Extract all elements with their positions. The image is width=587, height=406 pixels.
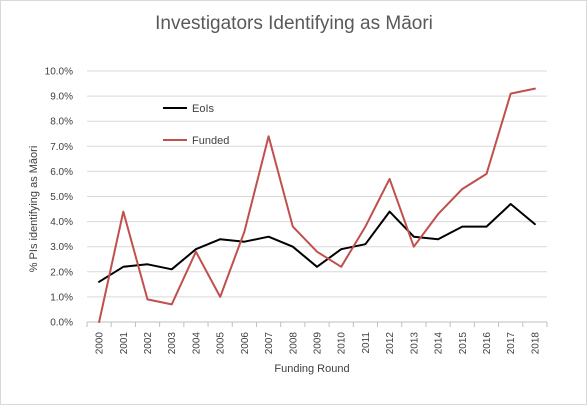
x-tick-label: 2014 <box>434 332 445 355</box>
x-tick-label: 2000 <box>95 332 106 355</box>
x-tick-label: 2007 <box>264 332 275 355</box>
x-tick-label: 2018 <box>530 332 541 355</box>
x-tick-label: 2013 <box>409 332 420 355</box>
x-tick-label: 2012 <box>385 332 396 355</box>
chart-title: Investigators Identifying as Māori <box>155 13 433 34</box>
y-axis-title: % PIs identifying as Māori <box>28 146 40 273</box>
y-tick-label: 9.0% <box>50 92 73 103</box>
x-tick-label: 2006 <box>240 332 251 355</box>
x-tick-label: 2009 <box>313 332 324 355</box>
series-line-funded <box>98 87 536 323</box>
x-tick-label: 2017 <box>506 332 517 355</box>
y-tick-label: 4.0% <box>50 217 73 228</box>
y-tick-label: 7.0% <box>50 142 73 153</box>
y-tick-label: 0.0% <box>50 318 73 329</box>
x-axis: 2000 2001 2002 2003 2004 2005 2006 2007 2008 2009… <box>86 321 548 355</box>
legend-label: EoIs <box>192 103 215 115</box>
series-line-eois <box>98 203 536 283</box>
y-tick-label: 10.0% <box>45 67 73 78</box>
x-tick-label: 2008 <box>288 332 299 355</box>
legend: EoIs Funded <box>163 103 229 147</box>
x-tick-label: 2015 <box>458 332 469 355</box>
x-tick-label: 2010 <box>337 332 348 355</box>
series-layer <box>98 87 536 323</box>
x-tick-label: 2004 <box>191 332 202 355</box>
x-tick-label: 2002 <box>143 332 154 355</box>
x-tick-label: 2005 <box>216 332 227 355</box>
y-tick-label: 5.0% <box>50 192 73 203</box>
x-tick-label: 2001 <box>119 332 130 355</box>
y-tick-label: 8.0% <box>50 117 73 128</box>
x-tick-label: 2011 <box>361 332 372 354</box>
grid-layer <box>87 70 547 323</box>
legend-label: Funded <box>192 135 229 147</box>
x-tick-label: 2003 <box>167 332 178 355</box>
y-tick-label: 1.0% <box>50 292 73 303</box>
x-tick-label: 2016 <box>482 332 493 355</box>
y-tick-label: 6.0% <box>50 167 73 178</box>
y-axis: 0.0% 1.0% 2.0% 3.0% 4.0% 5.0% 6.0% 7.0% 8.0% 9.0%… <box>45 67 73 329</box>
y-tick-label: 3.0% <box>50 242 73 253</box>
y-tick-label: 2.0% <box>50 267 73 278</box>
x-axis-title: Funding Round <box>274 363 349 375</box>
